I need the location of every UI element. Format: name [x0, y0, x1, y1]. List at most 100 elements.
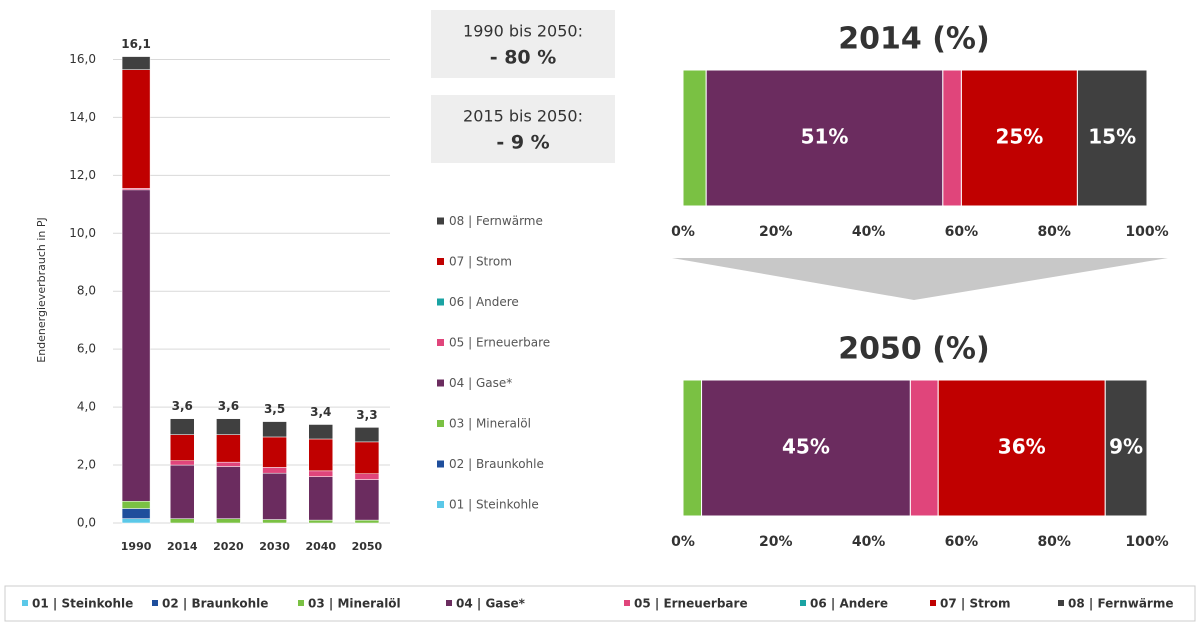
legend-swatch	[800, 600, 806, 606]
bar-segment	[262, 421, 287, 438]
bar-segment	[1104, 379, 1148, 517]
bar-segment	[170, 418, 195, 435]
bar-segment	[937, 379, 1106, 517]
info-period: 2015 bis 2050:	[463, 107, 583, 126]
legend-swatch	[437, 339, 444, 346]
legend-label: 05 | Erneuerbare	[449, 336, 550, 350]
bar-segment	[354, 427, 380, 443]
x-tick-label: 60%	[945, 224, 979, 240]
x-tick-label: 0%	[671, 224, 695, 240]
x-tick-label: 2050	[352, 540, 383, 553]
bar-segment	[308, 424, 333, 440]
bar-segment	[262, 436, 287, 468]
y-tick-label: 6,0	[77, 342, 96, 356]
y-tick-label: 12,0	[69, 168, 96, 182]
bar-segment	[216, 461, 241, 467]
legend-swatch	[298, 600, 304, 606]
bar-segment	[216, 418, 241, 435]
info-change: - 9 %	[496, 132, 549, 154]
x-tick-label: 100%	[1125, 224, 1168, 240]
legend-label: 04 | Gase*	[456, 597, 526, 611]
legend-swatch	[437, 258, 444, 265]
x-tick-label: 2020	[213, 540, 244, 553]
x-tick-label: 20%	[759, 224, 793, 240]
data-label: 51%	[801, 125, 849, 149]
bar-segment	[354, 441, 380, 475]
bar-segment	[354, 519, 380, 524]
chart-title: 2050 (%)	[838, 332, 989, 367]
total-label: 3,3	[356, 408, 377, 422]
bar-segment	[216, 466, 241, 519]
legend-label: 03 | Mineralöl	[449, 417, 531, 431]
bar-segment	[121, 518, 151, 524]
bar-segment	[308, 476, 333, 521]
bar-segment	[262, 519, 287, 524]
bar-segment	[170, 464, 195, 519]
x-tick-label: 80%	[1037, 534, 1071, 550]
info-box	[431, 10, 615, 78]
legend-swatch	[624, 600, 630, 606]
bar-segment	[308, 438, 333, 472]
x-tick-label: 20%	[759, 534, 793, 550]
bar-segment	[682, 379, 703, 517]
data-label: 25%	[995, 125, 1043, 149]
bar-segment	[170, 434, 195, 461]
bar-segment	[262, 472, 287, 520]
bar-segment	[701, 379, 911, 517]
legend-label: 05 | Erneuerbare	[634, 597, 748, 611]
info-box	[431, 95, 615, 163]
legend-swatch	[437, 460, 444, 468]
data-label: 45%	[782, 435, 830, 459]
bar-segment	[216, 434, 241, 463]
x-tick-label: 2040	[305, 540, 336, 553]
info-change: - 80 %	[490, 47, 557, 69]
legend-swatch	[930, 600, 936, 606]
bar-segment	[308, 470, 333, 477]
y-tick-label: 8,0	[77, 284, 96, 298]
total-label: 3,4	[310, 405, 331, 419]
arrow	[672, 258, 1168, 300]
bar-segment	[942, 69, 962, 207]
total-label: 3,6	[172, 399, 193, 413]
legend-label: 07 | Strom	[940, 597, 1010, 611]
bar-segment	[121, 69, 151, 189]
x-tick-label: 2030	[259, 540, 290, 553]
total-label: 3,6	[218, 399, 239, 413]
chart-title: 2014 (%)	[838, 22, 989, 57]
bar-segment	[121, 501, 151, 509]
data-label: 36%	[998, 435, 1046, 459]
legend-swatch	[437, 379, 444, 387]
y-tick-label: 10,0	[69, 226, 96, 240]
bar-segment	[262, 467, 287, 474]
data-label: 15%	[1088, 125, 1136, 149]
bar-segment	[354, 473, 380, 480]
y-tick-label: 0,0	[77, 516, 96, 530]
legend-swatch	[437, 501, 444, 508]
x-tick-label: 0%	[671, 534, 695, 550]
bar-segment	[121, 56, 151, 70]
legend-label: 01 | Steinkohle	[449, 498, 539, 512]
legend-swatch	[446, 600, 452, 606]
legend-label: 08 | Fernwärme	[1068, 597, 1174, 611]
x-tick-label: 1990	[121, 540, 152, 553]
bar-segment	[170, 518, 195, 524]
legend-swatch	[437, 420, 444, 427]
legend-label: 08 | Fernwärme	[449, 214, 543, 228]
bar-segment	[682, 69, 707, 207]
y-tick-label: 4,0	[77, 400, 96, 414]
x-tick-label: 60%	[945, 534, 979, 550]
bar-segment	[308, 519, 333, 524]
x-tick-label: 2014	[167, 540, 198, 553]
legend-label: 04 | Gase*	[449, 376, 512, 390]
bar-segment	[121, 189, 151, 502]
x-tick-label: 100%	[1125, 534, 1168, 550]
y-tick-label: 14,0	[69, 110, 96, 124]
total-label: 3,5	[264, 402, 285, 416]
y-tick-label: 2,0	[77, 458, 96, 472]
legend-label: 02 | Braunkohle	[449, 457, 544, 471]
bar-segment	[121, 508, 151, 519]
legend-swatch	[1058, 600, 1064, 606]
bar-segment	[216, 518, 241, 524]
legend-label: 02 | Braunkohle	[162, 597, 268, 611]
